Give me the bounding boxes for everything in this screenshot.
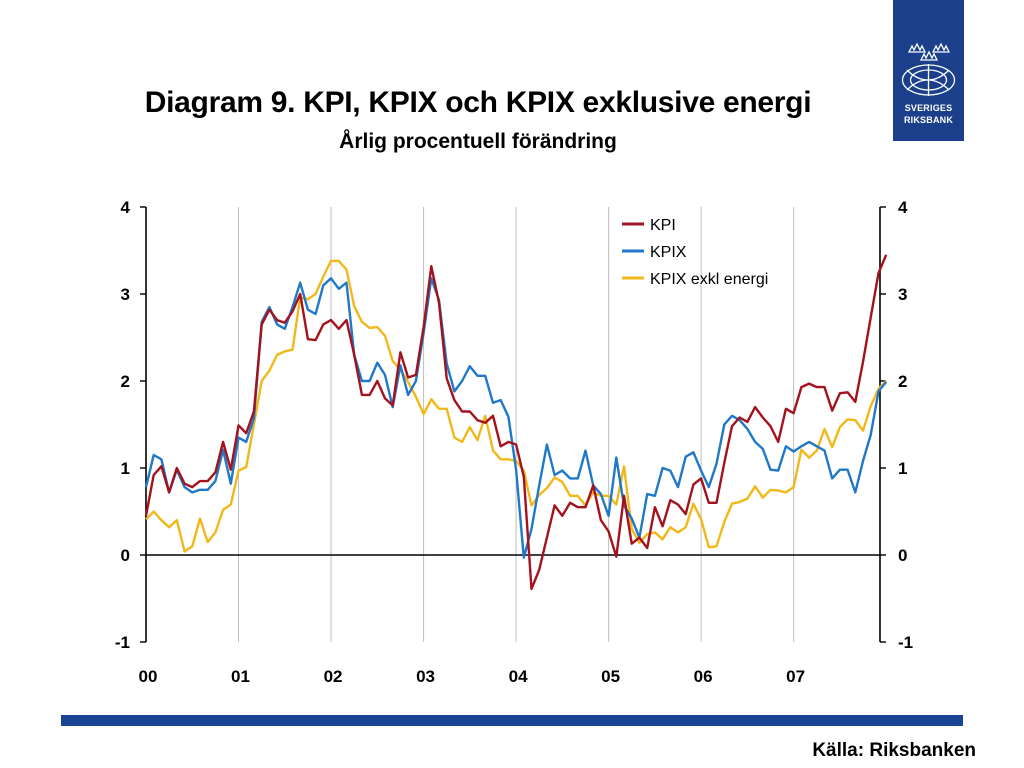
- x-tick-label: 06: [694, 667, 713, 686]
- legend-label: KPIX: [650, 244, 687, 261]
- logo-text-riksbank: RIKSBANK: [903, 115, 954, 125]
- y-tick-label-right: 1: [898, 459, 907, 478]
- x-tick-label: 07: [786, 667, 805, 686]
- footer-bar: [61, 715, 963, 726]
- x-tick-label: 04: [509, 667, 528, 686]
- line-chart: -1 -10 01 12 23 34 400 01 02 03 04 05 06 07 KPIKPIXKP…: [115, 198, 913, 686]
- y-tick-label-left: 3: [121, 285, 130, 304]
- riksbank-crown-emblem-icon: [901, 42, 956, 96]
- y-tick-label-right: 2: [898, 372, 907, 391]
- y-tick-label-left: 2: [121, 372, 130, 391]
- x-tick-label: 05: [601, 667, 620, 686]
- series-line-kpi: [144, 254, 888, 591]
- y-tick-label-right: 3: [898, 285, 907, 304]
- y-tick-label-left: -1: [115, 633, 130, 652]
- logo-text-sveriges: SVERIGES: [904, 103, 953, 113]
- y-tick-label-left: 0: [121, 546, 130, 565]
- y-tick-label-right: -1: [898, 633, 913, 652]
- y-tick-label-right: 0: [898, 546, 907, 565]
- riksbank-logo: SVERIGES RIKSBANK: [893, 0, 964, 141]
- legend-label: KPIX exkl energi: [650, 271, 768, 288]
- chart-series: [144, 254, 888, 591]
- y-tick-label-left: 4: [121, 198, 131, 217]
- source-note: Källa: Riksbanken: [812, 740, 976, 761]
- y-tick-label-right: 4: [898, 198, 908, 217]
- page-subtitle: Årlig procentuell förändring: [339, 130, 617, 153]
- x-tick-label: 00: [139, 667, 158, 686]
- chart-legend: KPI KPIX KPIX exkl energi: [622, 217, 768, 288]
- x-tick-label: 02: [324, 667, 343, 686]
- chart-axes: [140, 206, 886, 643]
- series-line-kpix: [144, 277, 888, 559]
- y-tick-label-left: 1: [121, 459, 130, 478]
- legend-label: KPI: [650, 217, 676, 234]
- series-line-kpix-exkl-energi: [145, 259, 888, 553]
- chart-tick-labels: -1 -10 01 12 23 34 400 01 02 03 04 05 06 07: [115, 198, 913, 686]
- x-tick-label: 03: [416, 667, 435, 686]
- page-title: Diagram 9. KPI, KPIX och KPIX exklusive …: [144, 86, 812, 119]
- x-tick-label: 01: [231, 667, 250, 686]
